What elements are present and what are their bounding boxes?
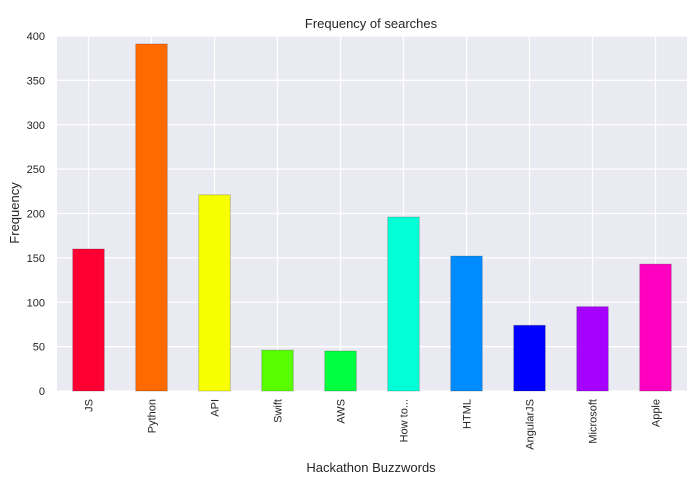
x-tick-label: AWS bbox=[336, 399, 348, 424]
x-tick-label: How to... bbox=[399, 399, 411, 442]
bars bbox=[72, 43, 672, 392]
bar-aws bbox=[324, 350, 357, 392]
y-axis-label: Frequency bbox=[7, 182, 22, 244]
x-tick-label: Microsoft bbox=[588, 399, 600, 444]
y-tick-label: 100 bbox=[27, 297, 45, 309]
x-axis-label: Hackathon Buzzwords bbox=[306, 460, 436, 475]
bar-howto bbox=[387, 216, 420, 392]
y-tick-label: 200 bbox=[27, 209, 45, 221]
bar-python bbox=[135, 43, 168, 392]
bar-html bbox=[450, 255, 483, 392]
x-tick-labels: JS Python API Swift AWS How to... HTML AngularJ… bbox=[84, 399, 663, 450]
x-tick-label: HTML bbox=[462, 399, 474, 429]
x-tick-label: Swift bbox=[273, 399, 285, 423]
bar-api bbox=[198, 194, 231, 392]
bar-js bbox=[72, 248, 105, 392]
y-tick-label: 250 bbox=[27, 164, 45, 176]
x-tick-label: API bbox=[210, 399, 222, 417]
bar-apple bbox=[639, 263, 672, 392]
bar-microsoft bbox=[576, 306, 609, 392]
chart-title: Frequency of searches bbox=[305, 16, 438, 31]
x-tick-label: Python bbox=[147, 399, 159, 433]
x-tick-label: Apple bbox=[651, 399, 663, 427]
y-tick-label: 50 bbox=[33, 342, 45, 354]
y-tick-label: 300 bbox=[27, 120, 45, 132]
x-tick-label: JS bbox=[84, 399, 96, 412]
y-tick-label: 400 bbox=[27, 31, 45, 43]
y-tick-label: 0 bbox=[39, 386, 45, 398]
bar-angularjs bbox=[513, 324, 546, 392]
y-tick-labels: 0 50 100 150 200 250 300 350 400 bbox=[27, 31, 45, 398]
y-tick-label: 150 bbox=[27, 253, 45, 265]
bar-swift bbox=[261, 349, 294, 392]
y-tick-label: 350 bbox=[27, 75, 45, 87]
x-tick-label: AngularJS bbox=[525, 399, 537, 450]
